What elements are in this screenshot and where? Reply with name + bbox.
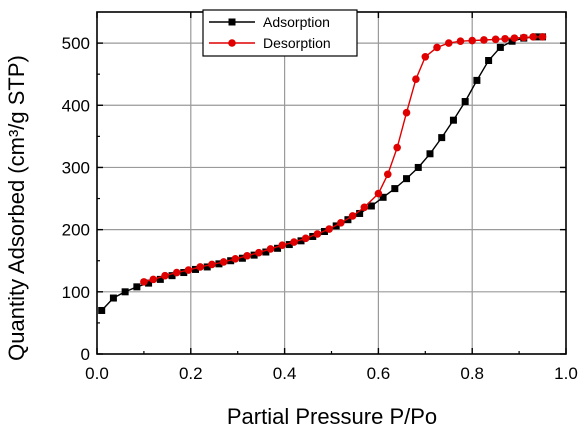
y-tick-label: 100 <box>62 283 90 302</box>
adsorption-point <box>98 306 106 314</box>
adsorption-point <box>250 251 258 259</box>
desorption-point <box>290 238 298 246</box>
y-tick-label: 0 <box>81 345 90 364</box>
desorption-line <box>143 36 543 283</box>
desorption-point <box>172 268 181 277</box>
adsorption-point <box>403 175 411 183</box>
plot-frame <box>96 11 567 355</box>
desorption-point <box>538 33 547 41</box>
desorption-point <box>278 241 287 249</box>
adsorption-point <box>473 76 481 84</box>
desorption-point <box>444 39 453 47</box>
adsorption-point <box>367 202 375 210</box>
legend-desorption-marker <box>228 39 236 47</box>
adsorption-point <box>203 263 211 271</box>
desorption-point <box>402 108 411 117</box>
desorption-point <box>529 33 537 41</box>
desorption-point <box>393 143 401 152</box>
x-tick-label: 0.0 <box>85 364 109 383</box>
adsorption-point <box>238 254 246 262</box>
legend-box <box>202 9 358 57</box>
adsorption-point <box>297 237 305 245</box>
adsorption-point <box>379 193 387 201</box>
y-axis-title: Quantity Adsorbed (cm³/g STP) <box>4 55 29 361</box>
adsorption-point <box>438 134 446 142</box>
desorption-point <box>149 275 158 284</box>
legend-adsorption-marker <box>228 18 236 26</box>
desorption-point <box>255 248 263 257</box>
adsorption-point <box>262 248 270 256</box>
x-tick-label: 0.6 <box>367 364 391 383</box>
adsorption-point <box>145 279 153 287</box>
adsorption-point <box>391 185 399 193</box>
desorption-point <box>456 37 465 46</box>
adsorption-point <box>426 150 434 158</box>
desorption-point <box>374 189 383 198</box>
adsorption-point <box>156 275 164 283</box>
x-tick-label: 1.0 <box>554 364 578 383</box>
adsorption-point <box>121 288 129 296</box>
adsorption-point <box>414 163 422 171</box>
y-tick-label: 300 <box>62 158 90 177</box>
desorption-point <box>348 212 357 220</box>
adsorption-point <box>485 57 493 65</box>
x-tick-label: 0.2 <box>179 364 203 383</box>
adsorption-point <box>356 209 364 217</box>
legend-adsorption-label: Adsorption <box>263 14 330 30</box>
desorption-point <box>383 170 392 179</box>
desorption-point <box>433 43 441 52</box>
desorption-point <box>208 260 216 269</box>
series-group <box>98 33 547 314</box>
legend-desorption-label: Desorption <box>263 35 331 51</box>
desorption-point <box>140 278 148 286</box>
adsorption-point <box>215 260 223 268</box>
desorption-point <box>325 225 333 233</box>
desorption-point <box>360 203 369 212</box>
adsorption-point <box>191 265 199 273</box>
adsorption-point <box>274 244 282 252</box>
desorption-point <box>184 266 193 274</box>
adsorption-point <box>285 241 293 249</box>
adsorption-point <box>496 43 504 51</box>
x-tick-label: 0.8 <box>460 364 484 383</box>
adsorption-point <box>461 98 469 106</box>
desorption-point <box>161 271 169 280</box>
desorption-point <box>519 33 528 42</box>
adsorption-point <box>168 272 176 280</box>
desorption-point <box>491 35 500 44</box>
desorption-point <box>231 255 240 263</box>
desorption-point <box>468 36 477 45</box>
desorption-point <box>196 263 204 271</box>
adsorption-point <box>133 283 141 291</box>
desorption-point <box>412 75 420 83</box>
adsorption-point <box>180 269 188 277</box>
desorption-point <box>510 34 519 42</box>
desorption-point <box>219 258 228 266</box>
adsorption-point <box>309 232 317 240</box>
adsorption-point <box>109 294 117 302</box>
x-axis-title: Partial Pressure P/Po <box>227 404 437 429</box>
adsorption-point <box>508 37 516 45</box>
adsorption-point <box>344 216 352 224</box>
y-tick-label: 200 <box>62 221 90 240</box>
y-tick-label: 400 <box>62 96 90 115</box>
desorption-point <box>501 34 509 43</box>
legend: Adsorption Desorption <box>202 9 358 57</box>
desorption-point <box>313 230 322 238</box>
desorption-point <box>480 36 488 44</box>
desorption-point <box>301 234 310 243</box>
desorption-point <box>337 218 345 227</box>
desorption-point <box>421 52 430 61</box>
y-tick-label: 500 <box>62 34 90 53</box>
desorption-point <box>243 251 251 260</box>
grid <box>97 12 566 354</box>
desorption-point <box>266 245 275 253</box>
axes: 0.0 0.2 0.4 0.6 0.8 1.0 0 100 200 300 400 500 <box>62 11 578 383</box>
adsorption-point <box>449 116 457 124</box>
x-tick-label: 0.4 <box>273 364 297 383</box>
